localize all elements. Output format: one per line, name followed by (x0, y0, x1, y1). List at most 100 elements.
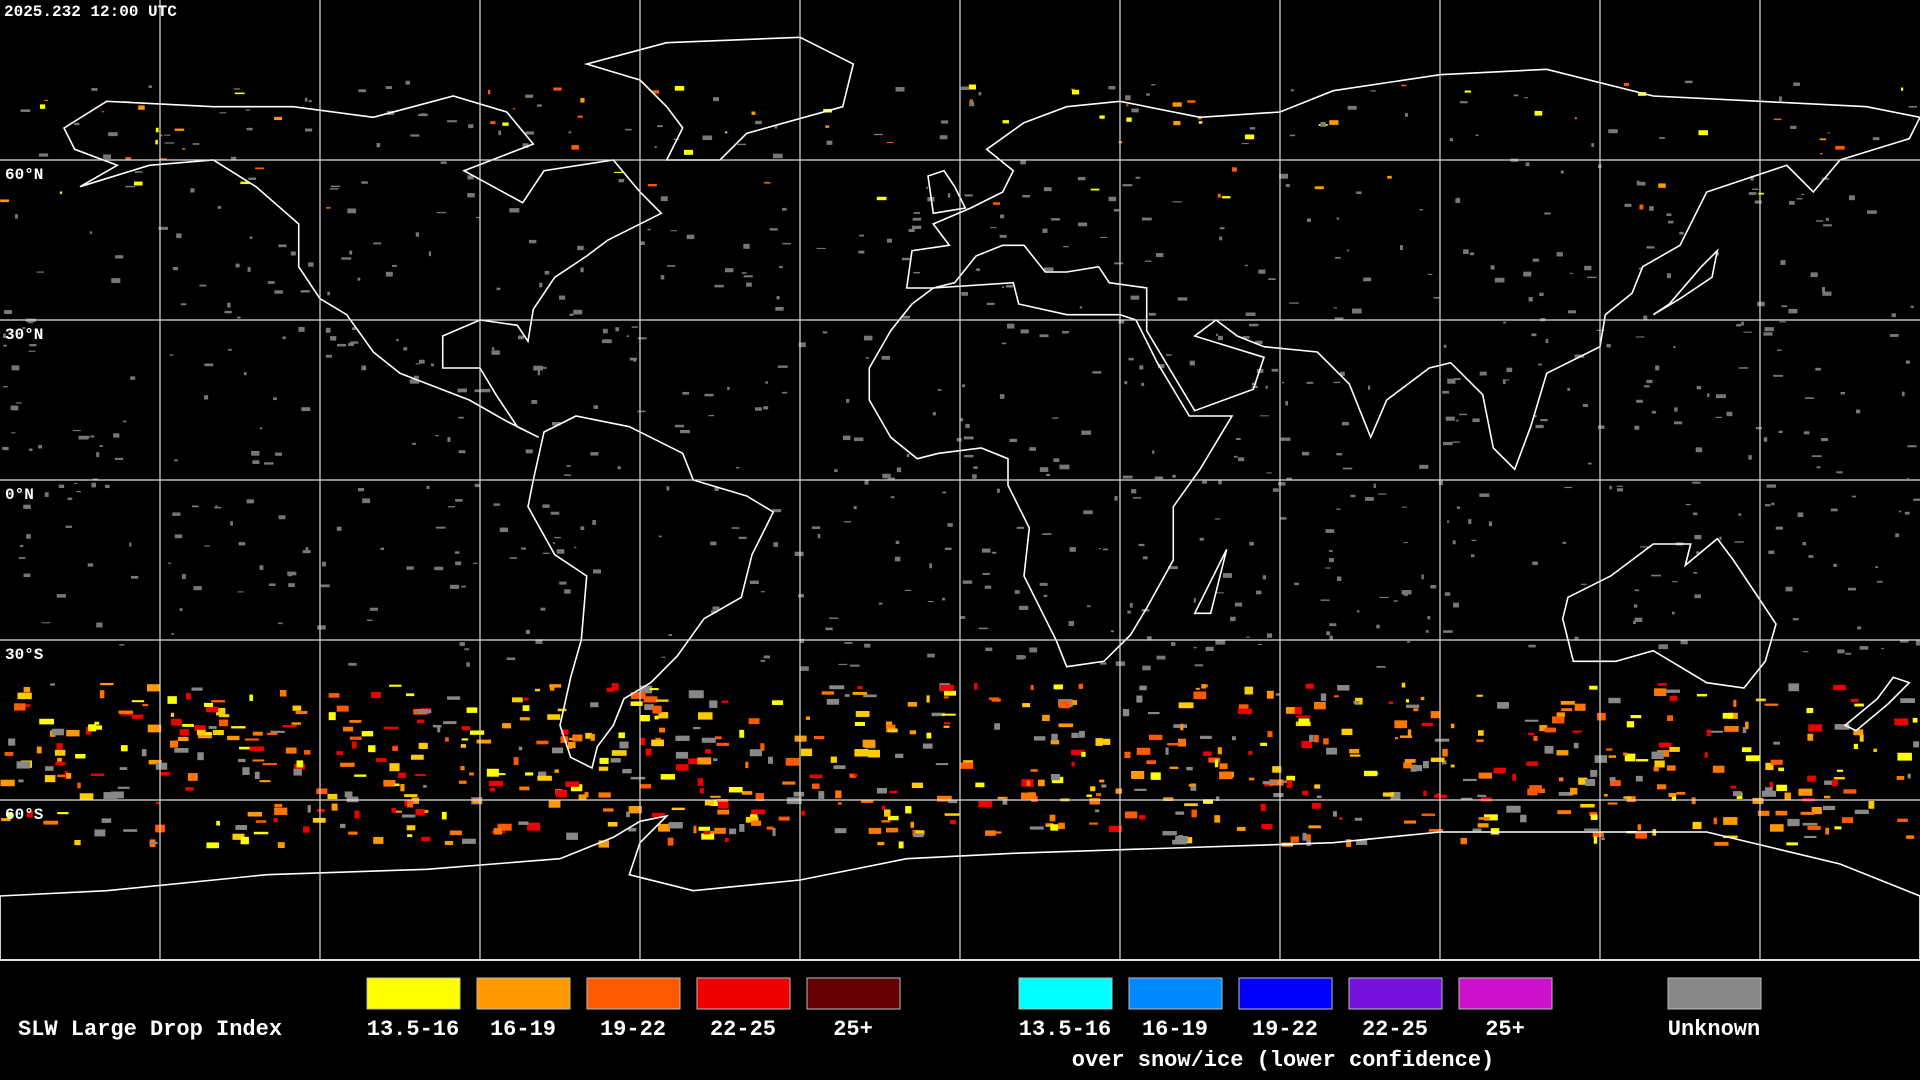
slw-cloud (1260, 803, 1266, 812)
unknown-cloud (1852, 495, 1857, 498)
unknown-cloud (1875, 566, 1878, 569)
unknown-cloud (637, 410, 646, 413)
unknown-cloud (525, 94, 534, 98)
slw-cloud (16, 761, 31, 769)
unknown-cloud (1456, 506, 1460, 509)
slw-cloud (1608, 755, 1617, 758)
unknown-cloud (760, 659, 766, 662)
slw-cloud (1624, 753, 1636, 762)
slw-cloud (138, 105, 145, 110)
slw-cloud (825, 125, 830, 128)
unknown-cloud (927, 600, 934, 603)
slw-cloud (1201, 684, 1207, 689)
unknown-cloud (1039, 582, 1048, 586)
unknown-cloud (1855, 409, 1861, 414)
unknown-cloud (1039, 334, 1049, 338)
unknown-cloud (1584, 265, 1592, 271)
unknown-cloud (181, 574, 186, 580)
unknown-cloud (1539, 292, 1544, 297)
unknown-cloud (434, 566, 444, 571)
unknown-cloud (376, 143, 381, 148)
slw-cloud (1912, 717, 1918, 723)
slw-cloud (1313, 701, 1326, 710)
unknown-cloud (799, 666, 809, 671)
unknown-cloud (890, 496, 895, 499)
slw-cloud (963, 760, 973, 764)
slw-cloud (54, 749, 66, 756)
slw-cloud (1136, 695, 1143, 703)
slw-cloud (1346, 839, 1352, 847)
unknown-cloud (1059, 464, 1070, 470)
unknown-cloud (1564, 486, 1572, 489)
unknown-cloud (1715, 416, 1723, 418)
slw-cloud (1071, 732, 1079, 739)
slw-cloud (293, 768, 302, 776)
slw-cloud (1635, 759, 1649, 762)
unknown-cloud (853, 506, 857, 510)
latitude-label: 30°S (5, 646, 44, 664)
slw-cloud (460, 766, 465, 771)
slw-cloud (1854, 809, 1869, 815)
legend-swatch (696, 977, 791, 1010)
legend-swatch (476, 977, 571, 1010)
slw-cloud (1713, 817, 1718, 825)
slw-cloud (1266, 690, 1274, 699)
unknown-cloud (1130, 295, 1140, 300)
unknown-cloud (590, 452, 599, 456)
timestamp: 2025.232 12:00 UTC (4, 3, 177, 21)
slw-cloud (750, 820, 762, 826)
slw-cloud (937, 795, 952, 802)
unknown-cloud (906, 453, 910, 458)
slw-cloud (1184, 803, 1198, 807)
unknown-cloud (1438, 480, 1444, 486)
slw-cloud (274, 807, 288, 816)
unknown-cloud (204, 545, 210, 547)
unknown-cloud (904, 589, 912, 592)
slw-cloud (57, 757, 62, 762)
unknown-cloud (1329, 623, 1337, 627)
unknown-cloud (1001, 342, 1007, 345)
unknown-cloud (1393, 600, 1398, 602)
slw-cloud (1635, 832, 1647, 839)
unknown-cloud (16, 402, 22, 404)
slw-cloud (352, 741, 357, 749)
unknown-cloud (1872, 137, 1880, 141)
slw-cloud (1589, 812, 1597, 816)
slw-cloud (1897, 752, 1912, 761)
unknown-cloud (1217, 335, 1223, 341)
unknown-cloud (455, 499, 463, 502)
unknown-cloud (853, 437, 864, 442)
unknown-cloud (1684, 80, 1693, 84)
slw-cloud (147, 724, 162, 733)
unknown-cloud (1847, 587, 1856, 591)
slw-cloud (1050, 824, 1059, 831)
unknown-cloud (984, 585, 992, 589)
slw-cloud (915, 830, 925, 836)
slw-cloud (1079, 730, 1085, 738)
slw-cloud (1658, 183, 1666, 188)
unknown-cloud (1194, 664, 1203, 667)
slw-cloud (1603, 793, 1608, 797)
unknown-cloud (1289, 134, 1296, 137)
slw-cloud (881, 820, 891, 823)
slw-cloud (1421, 722, 1433, 727)
unknown-cloud (247, 267, 251, 272)
slw-cloud (1722, 712, 1734, 719)
unknown-cloud (1222, 573, 1232, 578)
slw-cloud (282, 724, 297, 728)
unknown-cloud (246, 499, 254, 504)
unknown-cloud (660, 275, 665, 280)
unknown-cloud (1007, 323, 1015, 329)
unknown-cloud (204, 363, 214, 367)
unknown-cloud (881, 355, 891, 360)
slw-cloud (1099, 779, 1105, 783)
unknown-cloud (366, 619, 373, 621)
unknown-cloud (1019, 605, 1029, 610)
unknown-cloud (447, 120, 457, 123)
unknown-cloud (913, 212, 920, 214)
slw-cloud (274, 116, 283, 121)
unknown-cloud (755, 407, 762, 411)
slw-cloud (1676, 791, 1686, 795)
slw-cloud (1290, 836, 1299, 843)
